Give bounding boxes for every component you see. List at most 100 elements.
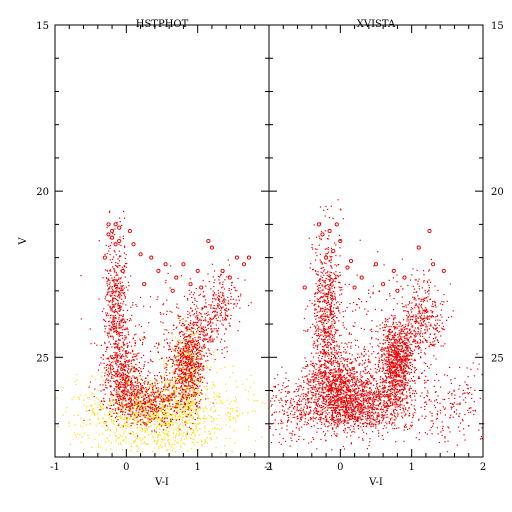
data-point [105,315,107,317]
data-point [163,409,166,411]
data-point [121,287,123,290]
data-point [224,445,226,447]
data-point [338,346,340,348]
data-point [173,406,175,408]
data-point [162,400,164,402]
data-point [72,396,74,398]
data-point [321,277,323,279]
data-point [114,399,116,402]
data-point [167,412,169,414]
data-point [134,397,136,399]
data-point [114,279,116,281]
data-point [186,355,189,357]
data-point [184,375,186,378]
data-point [327,352,329,354]
data-point [89,384,91,387]
data-point [168,441,170,443]
data-point [163,418,165,420]
data-point [187,414,189,416]
data-point [226,399,228,401]
bright-star-marker [113,242,118,247]
data-point [188,339,190,341]
data-point [161,411,163,413]
data-point [130,410,132,412]
data-point [187,310,189,313]
data-point [191,342,193,344]
data-point [305,308,307,310]
data-point [183,373,186,375]
data-point [315,293,317,295]
data-point [200,327,202,330]
data-point [232,371,234,374]
data-point [136,450,138,452]
data-point [128,391,130,393]
data-point [192,417,195,419]
data-point [119,255,121,257]
data-point [209,339,211,341]
data-point [206,408,208,410]
data-point [227,308,229,310]
data-point [122,440,124,442]
data-point [324,313,326,315]
data-point [329,369,331,371]
data-point [117,419,119,421]
data-point [199,338,201,340]
data-point [338,309,340,311]
data-point [130,401,132,403]
data-point [156,402,158,404]
data-point [194,351,196,353]
data-point [330,352,332,354]
data-point [142,415,144,417]
data-point [156,298,158,301]
data-point [201,307,203,309]
data-point [177,373,179,375]
data-point [157,382,159,385]
data-point [180,361,182,363]
data-point [196,333,198,335]
data-point [125,387,127,389]
data-point [118,335,120,337]
data-point [161,414,163,416]
data-point [153,428,156,431]
data-point [186,386,188,388]
data-point [122,342,124,344]
data-point [106,285,109,287]
data-point [130,380,132,382]
data-point [174,372,176,374]
data-point [109,385,111,387]
data-point [183,334,185,336]
data-point [142,438,144,440]
data-point [177,396,179,398]
data-point [204,335,206,337]
x-tick-label: -1 [50,462,60,473]
data-point [330,261,332,264]
data-point [330,304,332,306]
data-point [113,420,115,422]
data-point [194,403,196,406]
data-point [143,383,146,385]
data-point [197,307,199,309]
data-point [329,277,331,279]
data-point [102,384,104,386]
data-point [196,347,198,349]
data-point [181,378,183,380]
data-point [102,408,104,410]
data-point [90,404,93,406]
data-point [126,327,128,329]
data-point [123,369,125,371]
data-point [121,334,123,336]
data-point [65,411,67,413]
data-point [116,333,118,335]
data-point [148,415,150,417]
data-point [93,413,95,415]
data-point [317,330,319,332]
data-point [180,382,182,385]
data-point [333,335,335,337]
data-point [170,358,172,361]
data-point [185,435,187,437]
data-point [121,417,123,419]
data-point [326,248,328,250]
data-point [112,311,114,313]
data-point [182,323,184,325]
data-point [161,431,163,433]
